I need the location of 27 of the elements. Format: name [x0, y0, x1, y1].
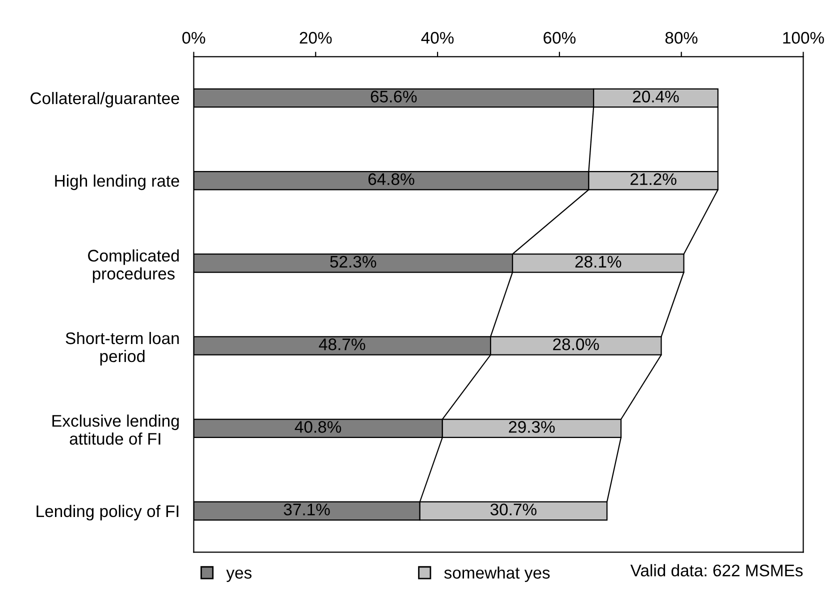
- data-label: 48.7%: [318, 338, 366, 350]
- data-label: 28.0%: [553, 338, 599, 350]
- data-label: 29.3%: [508, 421, 555, 433]
- data-label: 21.2%: [630, 173, 676, 185]
- data-label: 64.8%: [368, 173, 414, 186]
- legend-label: yes: [226, 570, 252, 582]
- legend-label: somewhat yes: [444, 566, 550, 582]
- data-label: 37.1%: [284, 504, 330, 516]
- y-tick-label: Collateral/guarantee: [30, 92, 180, 108]
- y-tick-label: Lending policy of FI: [36, 504, 178, 520]
- y-tick-label: High lending rate: [55, 174, 180, 190]
- data-label: 65.6%: [370, 90, 417, 102]
- x-tick-label: 80%: [665, 32, 698, 44]
- y-tick-label: Complicated procedures: [88, 249, 179, 283]
- x-tick-label: 40%: [421, 32, 454, 44]
- y-tick-label: Short-term loan period: [66, 332, 179, 366]
- data-label: 20.4%: [632, 90, 679, 102]
- text: Valid data: 622 MSMEs: [630, 564, 803, 576]
- x-tick-label: 100%: [783, 32, 824, 44]
- data-label: 52.3%: [330, 256, 376, 268]
- x-tick-label: 0%: [182, 32, 206, 44]
- data-label: 30.7%: [490, 504, 536, 516]
- data-label: 28.1%: [575, 256, 622, 268]
- x-tick-label: 20%: [300, 32, 332, 44]
- data-label: 40.8%: [294, 421, 342, 433]
- y-tick-label: Exclusive lending attitude of FI: [52, 414, 179, 445]
- x-tick-label: 60%: [544, 32, 576, 44]
